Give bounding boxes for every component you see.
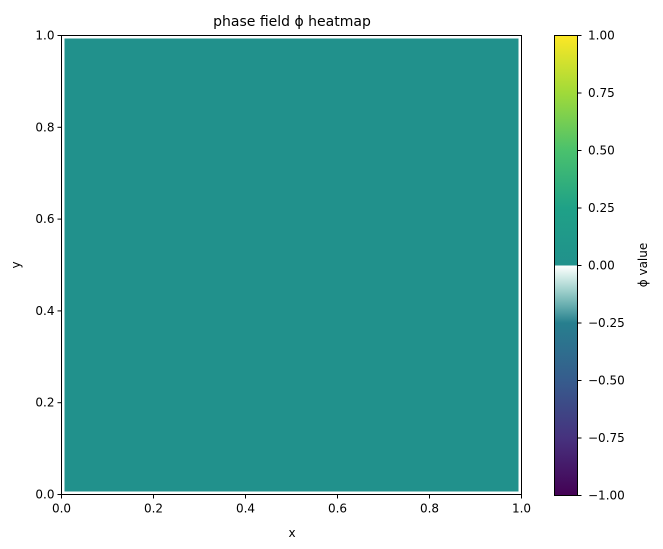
x-axis-label: x [288, 526, 295, 540]
plot-frame [61, 35, 522, 495]
y-tick-label: 0.2 [35, 396, 54, 410]
x-tick-label: 0.2 [144, 502, 163, 516]
colorbar [554, 35, 578, 496]
colorbar-tick-label: 1.00 [588, 29, 615, 43]
x-tick-label: 0.4 [236, 502, 255, 516]
x-tick-label: 0.8 [420, 502, 439, 516]
x-tick-label: 0.6 [328, 502, 347, 516]
colorbar-tick-label: −0.75 [588, 431, 625, 445]
y-tick-label: 0.6 [35, 212, 54, 226]
colorbar-tick-label: 0.75 [588, 86, 615, 100]
chart-title: phase field ϕ heatmap [213, 14, 371, 30]
y-tick-label: 1.0 [35, 29, 54, 43]
y-tick-label: 0.0 [35, 488, 54, 502]
y-tick-label: 0.4 [35, 304, 54, 318]
heatmap-cell [64, 38, 519, 492]
colorbar-tick-label: −0.50 [588, 374, 625, 388]
y-axis-label: y [9, 261, 23, 268]
colorbar-tick-label: 0.25 [588, 201, 615, 215]
colorbar-tick-label: 0.50 [588, 144, 615, 158]
colorbar-tick-label: −1.00 [588, 489, 625, 503]
x-tick-label: 1.0 [512, 502, 531, 516]
colorbar-label: ϕ value [636, 243, 650, 288]
colorbar-tick-label: −0.25 [588, 316, 625, 330]
colorbar-tick-label: 0.00 [588, 259, 615, 273]
y-tick-label: 0.8 [35, 120, 54, 134]
x-tick-label: 0.0 [52, 502, 71, 516]
